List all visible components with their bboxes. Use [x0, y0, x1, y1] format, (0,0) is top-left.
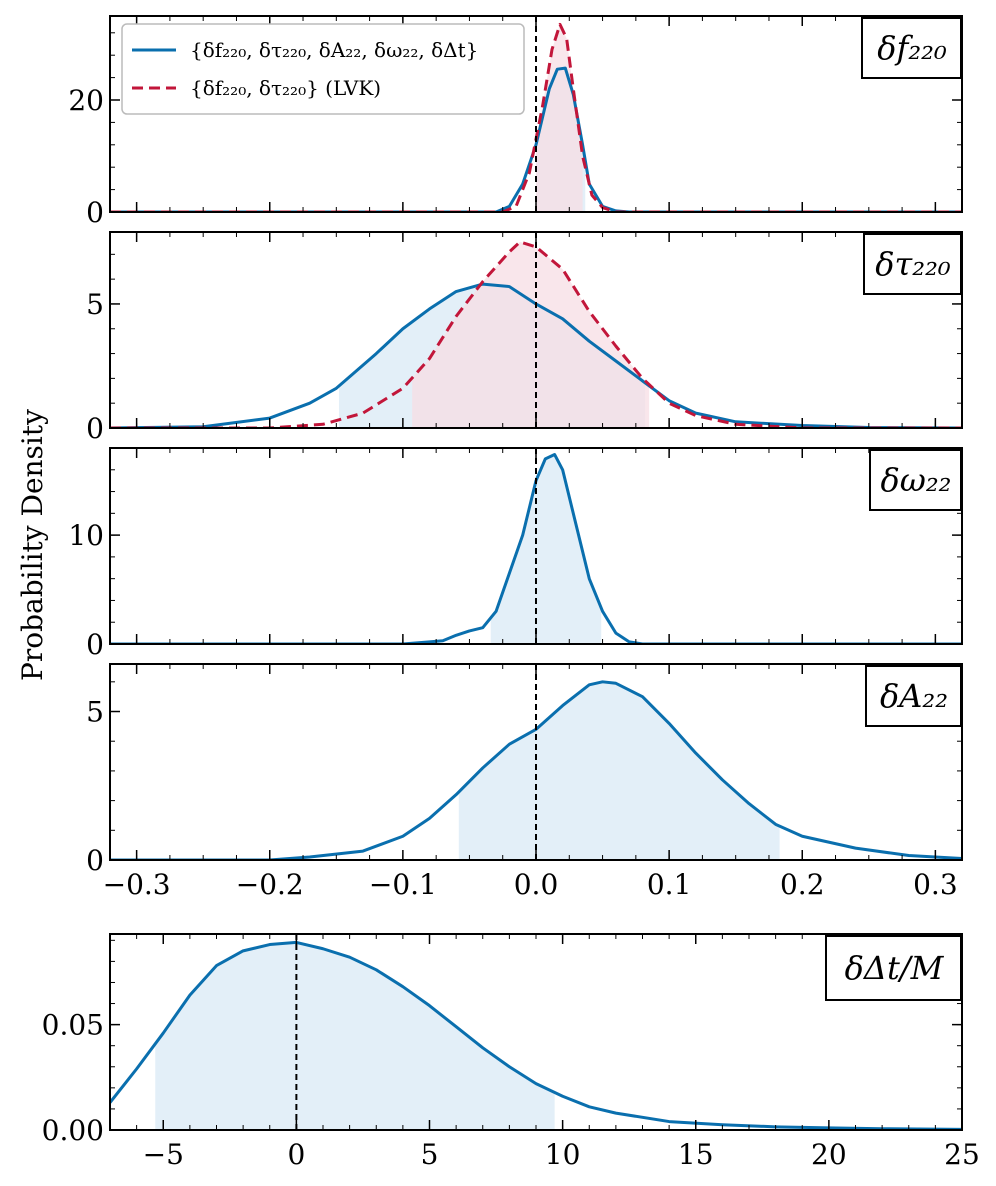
y-tick-label: 5: [86, 288, 104, 321]
ci-band-full: [155, 942, 555, 1130]
x-tick-label: 0.3: [913, 868, 958, 901]
y-axis-label: Probability Density: [16, 409, 49, 681]
plot-area: [110, 940, 962, 1130]
x-tick-label: −0.1: [369, 868, 437, 901]
panel-title: δA₂₂: [880, 677, 948, 715]
ci-band-full: [458, 681, 780, 860]
ci-band-lvk: [536, 24, 583, 212]
axes-frame: [109, 933, 963, 1131]
curve-full: [110, 66, 962, 212]
panel-label-dtau220: δτ₂₂₀: [863, 233, 962, 295]
legend: {δf₂₂₀, δτ₂₂₀, δA₂₂, δω₂₂, δΔt} {δf₂₂₀, δ…: [121, 23, 525, 115]
curve-full: [110, 282, 962, 428]
x-tick-label: 25: [944, 1138, 980, 1171]
y-tick-label: 5: [86, 696, 104, 729]
x-axis: −0.3 −0.2 −0.1 0.0 0.1 0.2 0.3: [103, 664, 958, 901]
ci-band-full: [490, 454, 602, 644]
x-tick-label: 0.0: [514, 868, 559, 901]
x-tick-label: 20: [811, 1138, 847, 1171]
panel-label-dDeltat: δΔt/M: [825, 935, 962, 1001]
panel-dA22: 0 5 −0.3 −0.2 −0.1 0.0 0.1 0.2 0.3 δA₂₂: [86, 663, 963, 901]
y-tick-label: 0: [86, 628, 104, 661]
x-tick-label: 5: [421, 1138, 439, 1171]
legend-label-lvk: {δf₂₂₀, δτ₂₂₀} (LVK): [190, 76, 381, 100]
x-tick-label: 15: [678, 1138, 714, 1171]
x-tick-label: 10: [545, 1138, 581, 1171]
y-tick-label: 20: [68, 84, 104, 117]
x-tick-label: 0: [287, 1138, 305, 1171]
panel-dtau220: 0 5 δτ₂₂₀: [86, 231, 963, 445]
y-tick-label: 0: [86, 196, 104, 229]
panel-title: δω₂₂: [880, 461, 951, 499]
x-axis: [135, 448, 937, 644]
panel-title: δΔt/M: [845, 949, 945, 987]
y-tick-label: 0: [86, 844, 104, 877]
axes-frame: [109, 663, 963, 861]
curve-lvk: [110, 240, 962, 428]
x-tick-label: −0.3: [103, 868, 171, 901]
panel-title: δf₂₂₀: [877, 29, 947, 67]
panel-domega22: 0 10 δω₂₂: [68, 447, 963, 661]
axes-frame: [109, 447, 963, 645]
axes-frame: [109, 15, 963, 213]
legend-label-full: {δf₂₂₀, δτ₂₂₀, δA₂₂, δω₂₂, δΔt}: [190, 38, 478, 62]
y-tick-label: 10: [68, 519, 104, 552]
plot-area: [110, 240, 962, 428]
x-tick-label: −0.2: [236, 868, 304, 901]
panel-label-domega22: δω₂₂: [869, 449, 962, 511]
plot-area: [110, 680, 962, 860]
curve-full: [110, 940, 962, 1130]
axes-frame: [109, 231, 963, 429]
x-tick-label: 0.2: [780, 868, 825, 901]
y-tick-label: 0: [86, 412, 104, 445]
curve-lvk: [110, 22, 962, 212]
curve-full: [110, 680, 962, 860]
y-axis: 0 20: [68, 32, 962, 229]
panel-label-df220: δf₂₂₀: [861, 17, 962, 79]
x-tick-label: −5: [143, 1138, 184, 1171]
x-tick-label: 0.1: [647, 868, 692, 901]
panel-label-dA22: δA₂₂: [865, 665, 962, 727]
plot-area: [110, 22, 962, 212]
ci-band-lvk: [412, 241, 650, 428]
panel-dDeltat: 0.00 0.05 −5 0 5 10 15 20 25 δΔt/M: [42, 933, 980, 1171]
y-tick-label: 0.05: [42, 1009, 104, 1042]
x-axis: −5 0 5 10 15 20 25: [136, 934, 980, 1171]
y-tick-label: 0.00: [42, 1114, 104, 1147]
panel-title: δτ₂₂₀: [875, 245, 951, 283]
